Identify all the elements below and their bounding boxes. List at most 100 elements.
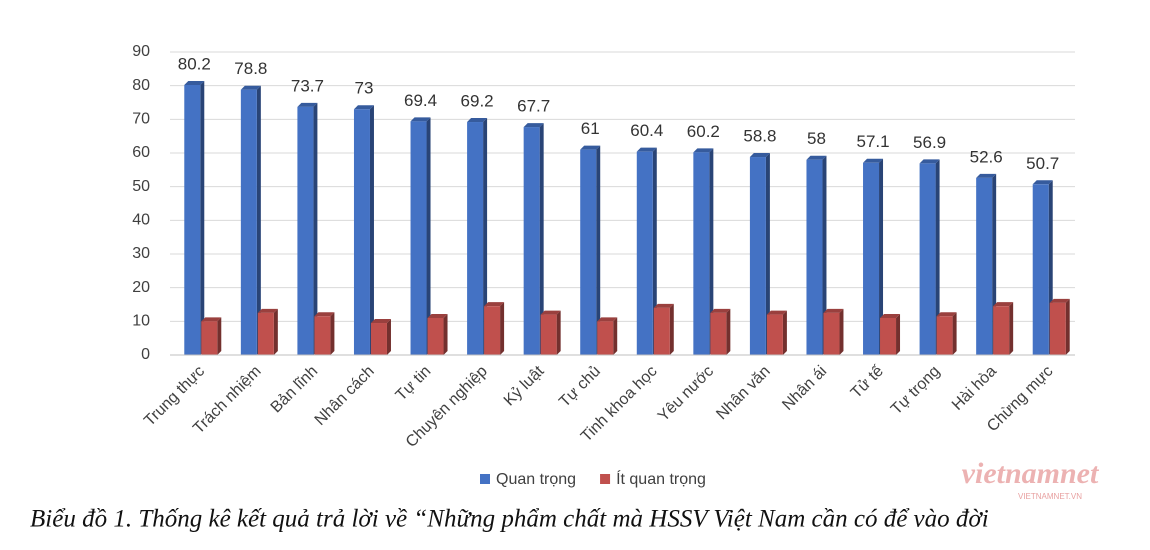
bar xyxy=(976,177,993,355)
bar xyxy=(314,316,331,355)
bar-side xyxy=(273,308,278,355)
bar xyxy=(184,84,201,355)
bar-top xyxy=(710,308,731,313)
bar xyxy=(653,307,670,355)
bar xyxy=(427,317,444,355)
bar xyxy=(297,106,314,355)
bar-side xyxy=(443,313,448,355)
x-tick-label: Nhân văn xyxy=(713,363,773,423)
bar xyxy=(201,321,218,355)
value-label: 73 xyxy=(355,79,374,98)
bar-side xyxy=(386,319,391,355)
bar xyxy=(936,316,953,355)
bar xyxy=(597,321,614,355)
bar-top xyxy=(919,159,940,164)
bar xyxy=(749,157,766,355)
bar-side xyxy=(652,147,657,355)
bar-top xyxy=(184,80,205,85)
value-label: 61 xyxy=(581,119,600,138)
bar xyxy=(863,162,880,355)
value-label: 57.1 xyxy=(856,132,889,151)
bar-top xyxy=(523,123,544,128)
watermark: vietnamnet xyxy=(962,457,1100,490)
bar xyxy=(1032,184,1049,355)
x-tick-label: Hài hòa xyxy=(949,363,1000,414)
value-label: 73.7 xyxy=(291,76,324,95)
bar-top xyxy=(314,312,335,317)
value-label: 52.6 xyxy=(970,147,1003,166)
y-tick-label: 20 xyxy=(132,279,150,296)
y-tick-label: 60 xyxy=(132,144,150,161)
bar-side xyxy=(426,117,431,355)
bar-top xyxy=(353,105,374,110)
value-label: 60.4 xyxy=(630,121,663,140)
bar xyxy=(880,317,897,355)
bar-side xyxy=(669,303,674,355)
bar-top xyxy=(936,312,957,317)
bar xyxy=(806,159,823,355)
y-tick-label: 80 xyxy=(132,77,150,94)
bar-side xyxy=(952,312,957,355)
value-label: 80.2 xyxy=(178,54,211,73)
bar-top xyxy=(806,155,827,160)
bar-side xyxy=(782,310,787,355)
bar xyxy=(766,314,783,355)
bar-top xyxy=(653,303,674,308)
bar xyxy=(467,122,484,355)
bar-side xyxy=(539,123,544,356)
bar xyxy=(240,89,257,355)
y-tick-label: 70 xyxy=(132,111,150,128)
x-tick-label: Yêu nước xyxy=(655,363,717,425)
bar xyxy=(919,163,936,355)
bar-side xyxy=(500,302,505,355)
x-tick-label: Tự tin xyxy=(393,363,435,405)
value-label: 56.9 xyxy=(913,133,946,152)
bar xyxy=(1049,302,1066,355)
y-tick-label: 0 xyxy=(141,346,150,363)
y-tick-label: 10 xyxy=(132,313,150,330)
bar-side xyxy=(330,312,335,355)
bar xyxy=(693,152,710,355)
watermark-sub: VIETNAMNET.VN xyxy=(1018,492,1082,501)
bar xyxy=(257,312,274,355)
bar-top xyxy=(427,313,448,318)
bar-side xyxy=(896,313,901,355)
x-tick-label: Kỷ luật xyxy=(501,362,548,409)
bar-side xyxy=(822,155,827,355)
bar-side xyxy=(200,80,205,355)
legend-label: Quan trọng xyxy=(496,471,576,488)
bar xyxy=(580,149,597,355)
bar-side xyxy=(369,105,374,355)
x-tick-label: Nhân ái xyxy=(779,363,830,414)
y-tick-label: 40 xyxy=(132,212,150,229)
bar-side xyxy=(1009,302,1014,355)
bar-top xyxy=(297,102,318,107)
bar-top xyxy=(257,308,278,313)
x-tick-label: Tự chủ xyxy=(556,363,604,411)
bar-top xyxy=(1032,180,1053,185)
bar-top xyxy=(749,153,770,158)
bar xyxy=(370,323,387,355)
x-tick-label: Tử tế xyxy=(848,363,887,402)
bar-top xyxy=(863,158,884,163)
legend-label: Ít quan trọng xyxy=(616,469,706,488)
bar-side xyxy=(839,308,844,355)
bar-side xyxy=(313,102,318,355)
legend-swatch xyxy=(480,474,490,484)
bar-top xyxy=(597,317,618,322)
value-label: 58.8 xyxy=(743,127,776,146)
value-label: 69.2 xyxy=(461,92,494,111)
bar xyxy=(823,312,840,355)
bar-side xyxy=(765,153,770,355)
x-tick-label: Tự trọng xyxy=(888,363,943,418)
bar xyxy=(993,306,1010,355)
bar-top xyxy=(1049,298,1070,303)
caption: Biểu đồ 1. Thống kê kết quả trả lời về “… xyxy=(30,506,989,533)
bar-top xyxy=(976,173,997,178)
bar-top xyxy=(636,147,657,152)
bar xyxy=(540,314,557,355)
value-label: 78.8 xyxy=(234,59,267,78)
bar-top xyxy=(880,313,901,318)
bar-top xyxy=(580,145,601,150)
